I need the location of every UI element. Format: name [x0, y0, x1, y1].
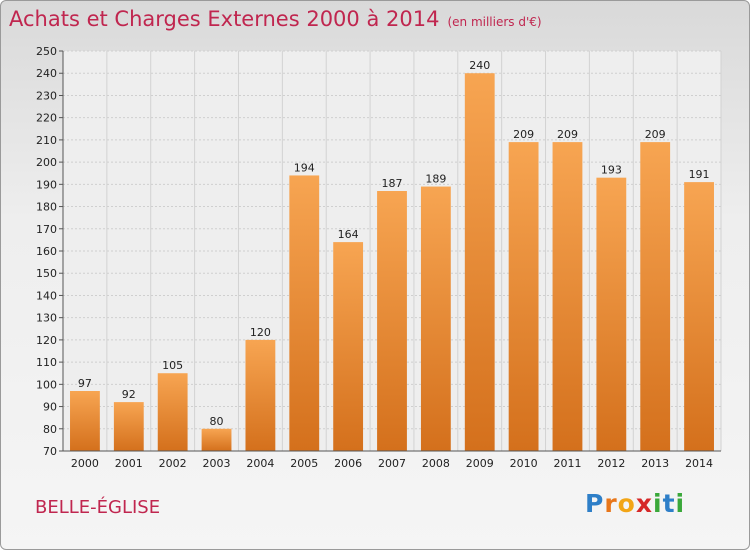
x-tick-label: 2008 [422, 457, 450, 470]
x-tick-label: 2002 [159, 457, 187, 470]
chart-title: Achats et Charges Externes 2000 à 2014 (e… [9, 7, 542, 31]
bar [508, 142, 539, 451]
x-tick-label: 2006 [334, 457, 362, 470]
bar-value-label: 193 [601, 164, 622, 177]
x-tick-label: 2004 [246, 457, 274, 470]
commune-name: BELLE-ÉGLISE [35, 497, 161, 518]
y-tick-label: 160 [36, 245, 57, 258]
y-tick-label: 130 [36, 312, 57, 325]
bar-value-label: 209 [645, 128, 666, 141]
x-tick-label: 2001 [115, 457, 143, 470]
bar [420, 186, 451, 452]
logo-letter: t [662, 489, 676, 518]
x-tick-label: 2009 [466, 457, 494, 470]
bar [333, 242, 364, 451]
y-tick-label: 120 [36, 334, 57, 347]
y-tick-label: 250 [36, 45, 57, 58]
chart-subtitle: (en milliers d'€) [447, 15, 542, 29]
logo-letter: r [604, 489, 618, 518]
bar-value-label: 105 [162, 359, 183, 372]
bar-value-label: 80 [210, 415, 224, 428]
y-tick-label: 100 [36, 378, 57, 391]
y-axis: 70 80 90 100 110 120 130 140 150 160 170 180 190 200 2… [36, 45, 64, 458]
bar [684, 182, 714, 451]
bar-value-label: 92 [122, 388, 136, 401]
y-tick-label: 230 [36, 89, 57, 102]
bar [245, 339, 276, 451]
bar-value-label: 120 [250, 326, 271, 339]
y-tick-label: 80 [43, 423, 57, 436]
logo-letter: i [675, 489, 686, 518]
logo-letter: o [617, 489, 636, 518]
y-tick-label: 90 [43, 401, 57, 414]
bar [377, 191, 407, 451]
x-tick-label: 2005 [290, 457, 318, 470]
bar-value-label: 187 [382, 177, 403, 190]
bar [596, 177, 627, 451]
chart-title-text: Achats et Charges Externes 2000 à 2014 [9, 7, 440, 31]
bar-value-label: 189 [425, 173, 446, 186]
bar [70, 391, 100, 451]
x-tick-label: 2000 [71, 457, 99, 470]
y-tick-label: 150 [36, 267, 57, 280]
bar [640, 142, 671, 451]
y-tick-label: 210 [36, 134, 57, 147]
y-tick-label: 140 [36, 289, 57, 302]
y-tick-label: 180 [36, 201, 57, 214]
x-tick-label: 2012 [597, 457, 625, 470]
bar [464, 73, 495, 451]
logo-letter: x [635, 489, 653, 518]
bars: 97 92 105 80 120 194 164 187 189 240 209 209 193 209 1… [70, 59, 714, 452]
bar-value-label: 194 [294, 161, 315, 174]
bar [552, 142, 583, 451]
logo-letter: P [585, 489, 605, 518]
x-tick-label: 2013 [641, 457, 669, 470]
proxiti-logo[interactable]: Proxiti [585, 489, 685, 518]
x-tick-label: 2010 [510, 457, 538, 470]
bar [289, 175, 320, 451]
bar [157, 373, 188, 451]
bar [201, 428, 232, 451]
bar-value-label: 209 [513, 128, 534, 141]
bar [113, 402, 144, 451]
x-tick-label: 2011 [553, 457, 581, 470]
y-tick-label: 200 [36, 156, 57, 169]
bar-value-label: 164 [338, 228, 359, 241]
x-axis: 2000 2001 2002 2003 2004 2005 2006 2007 2008 2009… [63, 450, 721, 470]
x-tick-label: 2003 [203, 457, 231, 470]
bar-value-label: 240 [469, 59, 490, 72]
y-tick-label: 190 [36, 178, 57, 191]
bar-value-label: 209 [557, 128, 578, 141]
logo-letter: i [653, 489, 663, 518]
y-tick-label: 70 [43, 445, 57, 458]
y-tick-label: 110 [36, 356, 57, 369]
y-tick-label: 170 [36, 223, 57, 236]
bar-value-label: 191 [689, 168, 710, 181]
y-tick-label: 220 [36, 112, 57, 125]
x-tick-label: 2014 [685, 457, 713, 470]
y-tick-label: 240 [36, 67, 57, 80]
bar-value-label: 97 [78, 377, 92, 390]
x-tick-label: 2007 [378, 457, 406, 470]
